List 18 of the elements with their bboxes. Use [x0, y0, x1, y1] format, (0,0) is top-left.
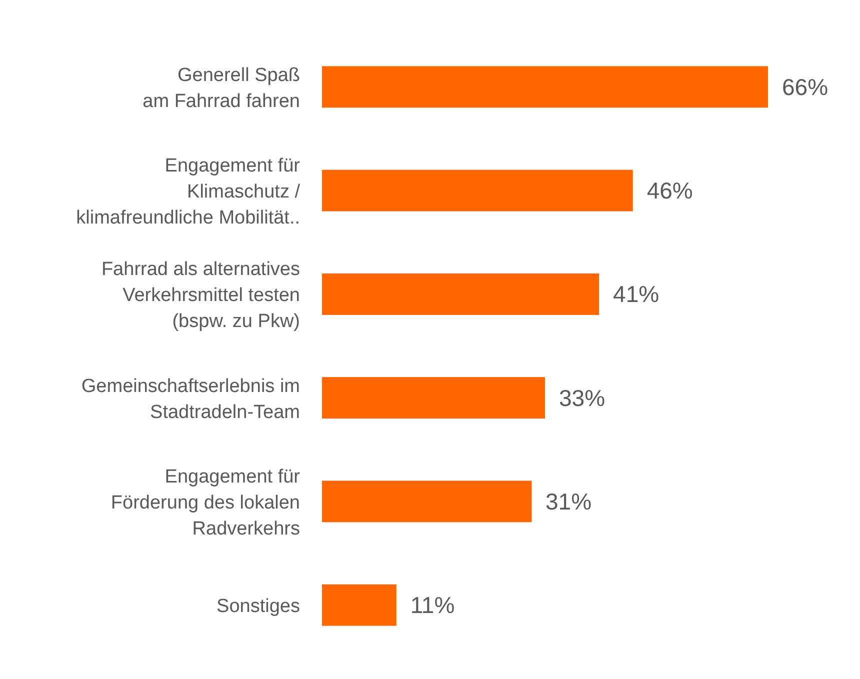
y-tick-label: Engagement für Klimaschutz / klimafreundliche Mobilität.. — [76, 156, 301, 229]
data-label: 33% — [559, 384, 606, 411]
y-tick-label: Generell Spaß am Fahrrad fahren — [142, 64, 300, 112]
bar — [322, 170, 633, 212]
bar — [322, 480, 532, 522]
bar — [322, 377, 545, 419]
data-label: 11% — [410, 592, 455, 618]
bar — [322, 66, 768, 108]
bar — [322, 273, 600, 315]
data-label: 41% — [613, 281, 660, 308]
y-tick-label: Fahrrad als alternatives Verkehrsmittel testen (bspw. zu Pkw) — [101, 259, 300, 332]
data-label: 31% — [545, 488, 592, 514]
y-tick-label: Gemeinschaftserlebnis im Stadtradeln-Team — [81, 376, 300, 423]
data-label: 46% — [646, 178, 693, 204]
data-label: 66% — [782, 74, 828, 100]
y-tick-label: Sonstiges — [216, 596, 300, 618]
bar — [322, 584, 396, 626]
y-tick-label: Engagement für Förderung des lokalen Radverkehrs — [110, 466, 301, 540]
